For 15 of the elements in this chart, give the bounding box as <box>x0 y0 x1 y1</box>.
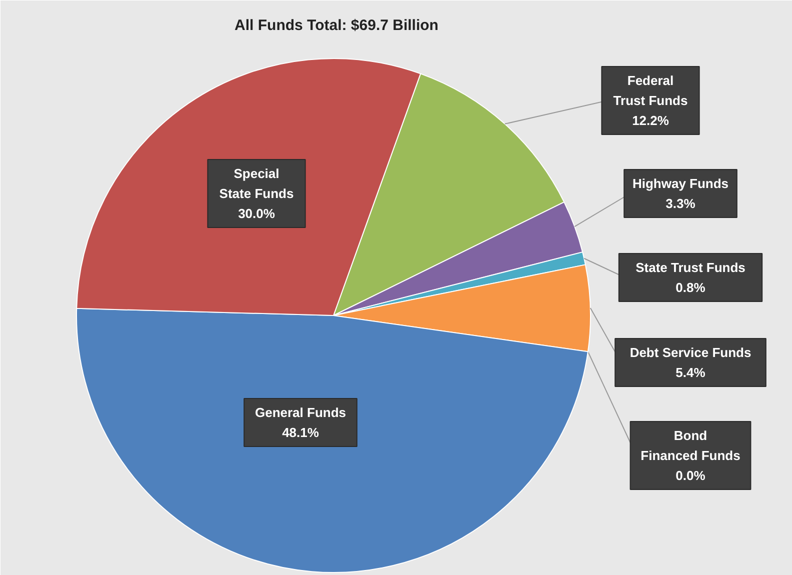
slice-label: State Trust Funds <box>636 260 746 275</box>
data-label: 48.1% <box>282 425 320 440</box>
data-label: 12.2% <box>632 113 670 128</box>
data-label: 0.8% <box>676 280 706 295</box>
category-label: Bond Financed Funds <box>640 428 740 463</box>
slice-label: Debt Service Funds <box>630 345 752 360</box>
slice-label: Federal Trust Funds <box>613 73 688 108</box>
text: 0.0% <box>676 468 706 483</box>
slice-label: Highway Funds <box>632 176 729 191</box>
slice-label: Special State Funds <box>219 166 294 201</box>
chart-title: All Funds Total: $69.7 Billion <box>234 17 438 34</box>
data-label: 5.4% <box>676 365 706 380</box>
data-label: 3.3% <box>666 196 696 211</box>
slice-label: General Funds <box>254 405 346 420</box>
data-label: 30.0% <box>238 206 276 221</box>
